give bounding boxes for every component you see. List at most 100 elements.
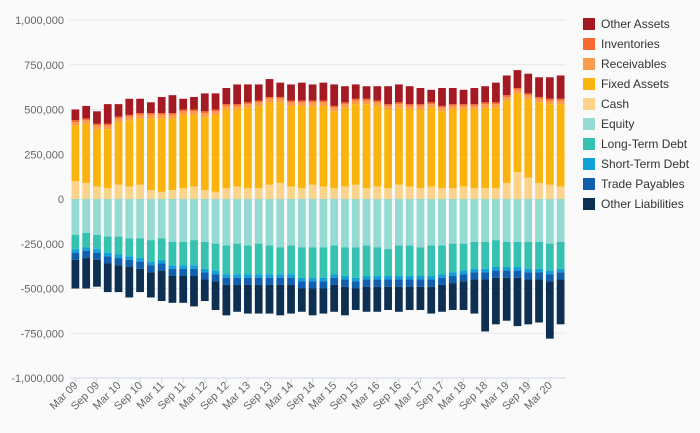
bar-segment-equity [125,199,134,239]
bar-segment-long-term-debt [362,245,371,276]
bar-segment-equity [448,199,457,244]
bar-segment-equity [211,199,220,244]
bar-segment-short-term-debt [330,274,339,278]
bar-segment-other-liabilities [416,286,425,310]
bar-segment-equity [556,199,565,242]
bar-segment-long-term-debt [524,241,533,269]
bar-segment-long-term-debt [341,247,349,276]
bar-segment-other-assets [190,96,198,110]
bar-segment-short-term-debt [233,274,242,278]
bar-segment-cash [190,186,198,199]
legend-item-cash[interactable]: Cash [583,94,700,114]
bar-segment-fixed-assets [394,107,403,185]
bar-segment-equity [341,199,349,248]
bar-segment-long-term-debt [168,241,177,266]
bar-segment-fixed-assets [190,114,198,187]
bar-segment-equity [470,199,479,242]
bar-segment-inventories [513,88,522,90]
bar-segment-fixed-assets [200,116,209,191]
bar-segment-trade-payables [513,270,522,278]
bar-segment-equity [233,199,242,244]
bar-segment-short-term-debt [438,274,446,278]
legend-label: Other Liabilities [601,197,684,211]
bar-segment-other-liabilities [125,267,134,298]
legend-item-other-assets[interactable]: Other Assets [583,14,700,34]
legend-item-equity[interactable]: Equity [583,114,700,134]
legend-item-long-term-debt[interactable]: Long-Term Debt [583,134,700,154]
legend-item-receivables[interactable]: Receivables [583,54,700,74]
bar-segment-trade-payables [297,281,306,289]
bar-segment-fixed-assets [125,120,134,187]
legend-swatch [583,198,595,210]
bar-segment-receivables [384,105,392,110]
legend-label: Short-Term Debt [601,157,690,171]
bar-segment-equity [168,199,177,242]
bar-segment-short-term-debt [211,270,220,275]
bar-segment-cash [481,188,490,199]
bar-segment-other-assets [535,77,543,97]
bar-segment-long-term-debt [394,245,403,276]
bar-segment-other-assets [265,79,274,97]
bar-segment-trade-payables [448,275,457,284]
legend-item-fixed-assets[interactable]: Fixed Assets [583,74,700,94]
bar-segment-receivables [233,105,242,110]
bar-segment-other-liabilities [394,286,403,312]
bar-segment-receivables [82,120,91,124]
bar-segment-equity [330,199,339,246]
legend-item-short-term-debt[interactable]: Short-Term Debt [583,154,700,174]
bar-segment-receivables [394,104,403,108]
bar-segment-other-assets [524,73,533,94]
bar-segment-fixed-assets [319,105,328,187]
bar-segment-inventories [394,102,403,105]
legend-label: Long-Term Debt [601,137,688,151]
bar-segment-other-liabilities [297,288,306,312]
legend-item-trade-payables[interactable]: Trade Payables [583,174,700,194]
bar-segment-other-assets [481,86,490,103]
bar-segment-equity [502,199,511,242]
bar-segment-trade-payables [427,279,436,287]
bar-segment-equity [276,199,285,248]
bar-segment-long-term-debt [200,241,209,269]
bar-segment-equity [384,199,392,250]
bar-segment-short-term-debt [179,265,188,269]
bar-segment-other-assets [394,84,403,103]
bar-segment-other-liabilities [556,279,565,325]
bar-segment-equity [157,199,166,239]
bar-segment-inventories [103,123,112,126]
bar-segment-trade-payables [535,272,543,280]
bar-segment-receivables [190,111,198,115]
bar-segment-other-liabilities [265,284,274,314]
bar-segment-cash [394,184,403,199]
bar-segment-cash [157,191,166,199]
bar-segment-receivables [362,100,371,105]
bar-segment-fixed-assets [448,109,457,189]
bar-segment-cash [330,188,339,199]
bar-segment-receivables [502,96,511,101]
bar-segment-trade-payables [200,272,209,280]
bar-segment-short-term-debt [524,268,533,273]
bar-segment-equity [265,199,274,246]
bar-segment-trade-payables [330,277,339,285]
bar-segment-receivables [308,102,317,106]
bar-segment-fixed-assets [481,107,490,189]
bar-segment-trade-payables [222,277,231,285]
bar-segment-trade-payables [362,279,371,287]
bar-segment-other-liabilities [179,275,188,303]
bar-segment-short-term-debt [276,274,285,278]
bar-segment-other-liabilities [308,288,317,316]
legend-item-inventories[interactable]: Inventories [583,34,700,54]
bar-segment-other-liabilities [481,279,490,332]
bar-segment-cash [103,188,112,199]
bar-segment-receivables [244,104,252,108]
bar-segment-receivables [297,102,306,106]
bar-segment-equity [254,199,263,244]
bar-segment-inventories [190,109,198,112]
bar-segment-trade-payables [308,281,317,289]
bar-segment-cash [384,188,392,199]
bar-segment-other-assets [157,96,166,114]
bar-segment-other-liabilities [157,270,166,302]
bar-segment-cash [146,190,155,199]
bar-segment-trade-payables [438,277,446,285]
legend-item-other-liabilities[interactable]: Other Liabilities [583,194,700,214]
bar-segment-cash [545,184,554,199]
